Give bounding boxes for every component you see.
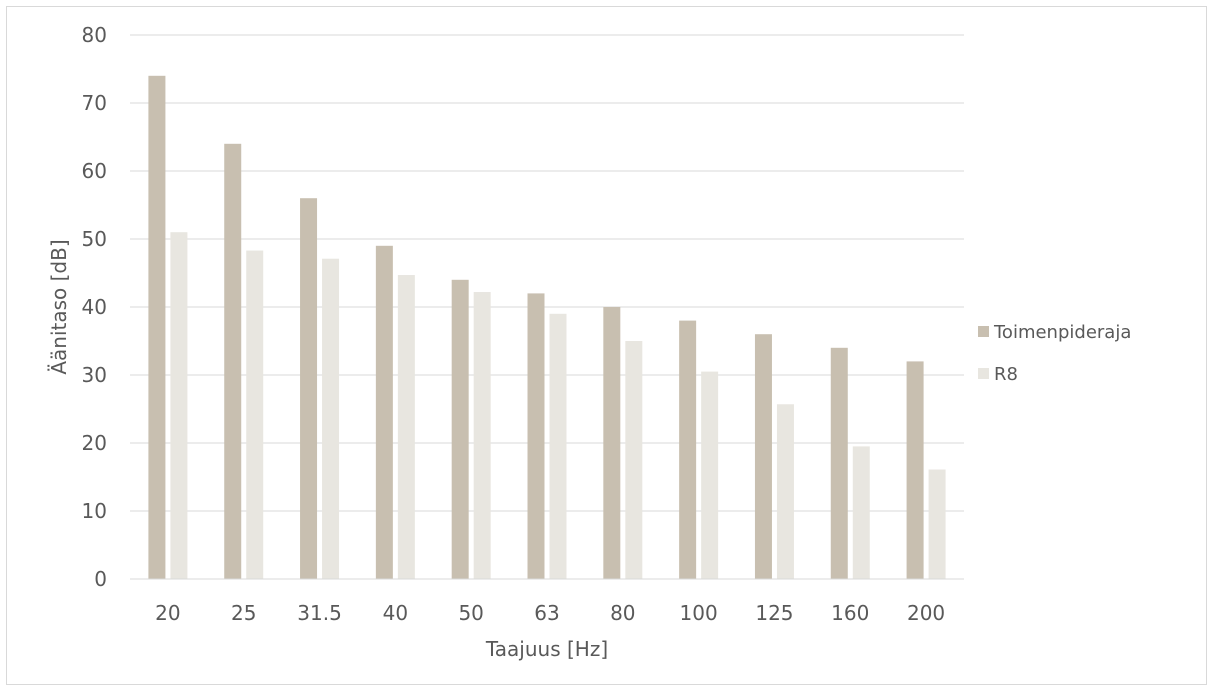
bar-toimenpideraja-160 (830, 347, 848, 579)
y-tick-label: 40 (82, 295, 107, 319)
bar-toimenpideraja-100 (679, 320, 697, 579)
y-tick-label: 20 (82, 431, 107, 455)
y-tick-label: 30 (82, 363, 107, 387)
legend-swatch (978, 326, 989, 337)
bar-r8-125 (776, 404, 794, 579)
x-axis-title: Taajuus [Hz] (485, 637, 608, 661)
y-tick-label: 60 (82, 159, 107, 183)
x-tick-label: 20 (155, 601, 180, 625)
bar-toimenpideraja-20 (148, 75, 166, 580)
bar-r8-31_5 (322, 258, 340, 579)
x-tick-label: 160 (831, 601, 869, 625)
y-tick-label: 0 (94, 567, 107, 591)
legend-label: Toimenpideraja (993, 322, 1131, 343)
bar-toimenpideraja-80 (603, 307, 621, 579)
bar-r8-25 (246, 250, 264, 579)
legend: Toimenpideraja R8 (978, 322, 1131, 385)
bar-toimenpideraja-50 (451, 279, 469, 579)
y-tick-label: 70 (82, 91, 107, 115)
y-tick-label: 10 (82, 499, 107, 523)
x-tick-label: 200 (907, 601, 945, 625)
legend-label: R8 (994, 364, 1018, 385)
y-tick-label: 50 (82, 227, 107, 251)
bar-r8-100 (701, 371, 719, 579)
gridlines (130, 34, 964, 512)
legend-swatch (978, 368, 989, 379)
bar-toimenpideraja-200 (906, 361, 924, 579)
bar-toimenpideraja-125 (754, 334, 772, 579)
bar-toimenpideraja-31_5 (300, 198, 318, 579)
x-tick-label: 40 (383, 601, 408, 625)
y-tick-labels: 0 10 20 30 40 50 60 70 80 (82, 23, 107, 591)
x-tick-label: 31.5 (297, 601, 342, 625)
x-tick-label: 25 (231, 601, 256, 625)
bar-r8-160 (852, 446, 870, 579)
x-tick-label: 50 (458, 601, 483, 625)
x-tick-labels: 20 25 31.5 40 50 63 80 100 125 160 200 (155, 601, 945, 625)
x-tick-label: 125 (755, 601, 793, 625)
bar-r8-50 (473, 292, 491, 579)
bar-r8-40 (397, 275, 415, 579)
y-tick-label: 80 (82, 23, 107, 47)
x-tick-label: 80 (610, 601, 635, 625)
bars (148, 75, 946, 580)
bar-r8-200 (928, 469, 946, 579)
bar-r8-20 (170, 232, 188, 579)
bar-toimenpideraja-63 (527, 293, 545, 579)
x-tick-label: 63 (534, 601, 559, 625)
bar-r8-63 (549, 313, 567, 579)
bar-toimenpideraja-40 (375, 245, 393, 580)
bar-toimenpideraja-25 (224, 143, 242, 580)
y-axis-title: Äänitaso [dB] (47, 239, 71, 374)
bar-r8-80 (625, 341, 643, 579)
x-tick-label: 100 (680, 601, 718, 625)
